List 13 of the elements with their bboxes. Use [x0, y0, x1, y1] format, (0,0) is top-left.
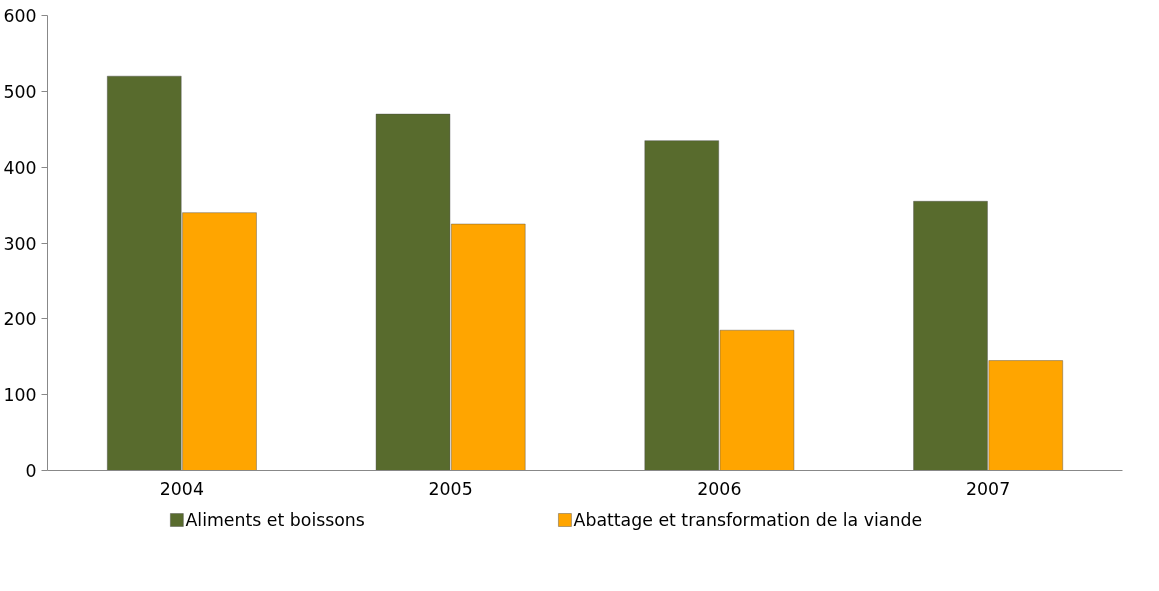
y-tick-label: 0 [25, 461, 37, 481]
x-tick-label: 2005 [428, 478, 473, 499]
y-tick-label: 200 [3, 309, 37, 330]
y-tick-label: 100 [3, 385, 37, 406]
y-tick-label: 500 [3, 81, 37, 102]
x-tick-label: 2006 [697, 478, 742, 499]
x-tick-label: 2007 [966, 478, 1011, 499]
y-tick-label: 300 [3, 233, 37, 254]
y-tick-label: 400 [3, 157, 37, 178]
legend-label: Abattage et transformation de la viande [573, 510, 923, 530]
y-tick-label: 600 [3, 6, 37, 26]
x-tick-label: 2004 [159, 478, 204, 499]
legend-label: Aliments et boissons [185, 510, 365, 530]
